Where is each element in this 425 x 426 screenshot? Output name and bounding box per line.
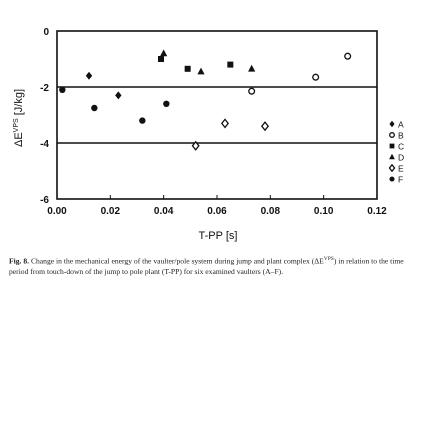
data-point-c [158,56,164,62]
data-point-b [248,87,256,95]
data-point-f [91,104,98,112]
data-point-c [227,61,234,68]
data-point-a [115,91,122,100]
figure-caption: Fig. 8. Change in the mechanical energy … [9,254,414,277]
x-tick-label: 0.02 [101,206,121,217]
data-point-e [220,118,230,129]
legend-marker-e [388,163,396,173]
data-point-c [184,65,191,72]
scatter-chart: 0.00 0.02 0.04 0.06 0.08 0.10 0.12 0 -2 -4 -6 ABC… [13,27,404,242]
x-tick-label: 0.12 [367,206,387,217]
y-axis-label: ΔEVPS [J/kg] [13,89,25,147]
legend-label-a: A [398,120,404,130]
x-axis-label: T-PP [s] [199,230,238,242]
y-axis-label-unit: [J/kg] [13,89,25,118]
reference-lines [57,86,377,144]
legend-marker-f [389,176,395,182]
caption-text-2: ) in relation to the time period from to… [9,256,404,276]
y-tick-label: -4 [40,139,49,150]
x-tick-label: 0.04 [154,206,174,217]
data-point-e [260,121,270,132]
svg-text:ΔEVPS [J/kg]: ΔEVPS [J/kg] [13,89,25,147]
x-tick-label: 0.08 [261,206,281,217]
caption-text: Change in the mechanical energy of the v… [29,256,324,266]
y-tick-label: -2 [40,83,49,94]
legend-label-f: F [398,175,403,185]
plot-frame [56,30,378,200]
data-point-f [163,100,170,108]
x-axis-ticks: 0.00 0.02 0.04 0.06 0.08 0.10 0.12 [47,195,387,217]
data-point-f [139,117,146,124]
plot-area [56,30,378,200]
data-point-b [312,73,320,81]
legend-marker-b [389,132,395,138]
y-tick-label: 0 [43,27,49,38]
data-point-e [191,140,200,151]
data-point-d [160,49,168,57]
legend-marker-c [389,143,395,149]
legend-marker-a [389,120,395,128]
x-tick-label: 0.10 [314,206,334,217]
y-axis-label-symbol: ΔE [13,132,25,147]
data-point-d [197,67,205,75]
x-tick-label: 0.00 [47,206,67,217]
data-point-a [85,71,93,80]
data-points [59,49,352,151]
caption-label: Fig. 8. [9,256,30,266]
legend-label-e: E [398,164,404,174]
y-axis-ticks: 0 -2 -4 -6 [40,27,61,206]
y-tick-label: -6 [40,195,49,206]
caption-superscript: VPS [323,256,334,262]
data-point-b [344,52,352,60]
legend-label-b: B [398,131,404,141]
legend-label-d: D [398,153,404,163]
legend-label-c: C [398,142,404,152]
legend-marker-d [389,153,395,160]
data-point-d [248,64,256,72]
x-tick-label: 0.06 [207,206,227,217]
data-point-f [59,86,66,94]
y-axis-label-superscript: VPS [13,118,20,132]
